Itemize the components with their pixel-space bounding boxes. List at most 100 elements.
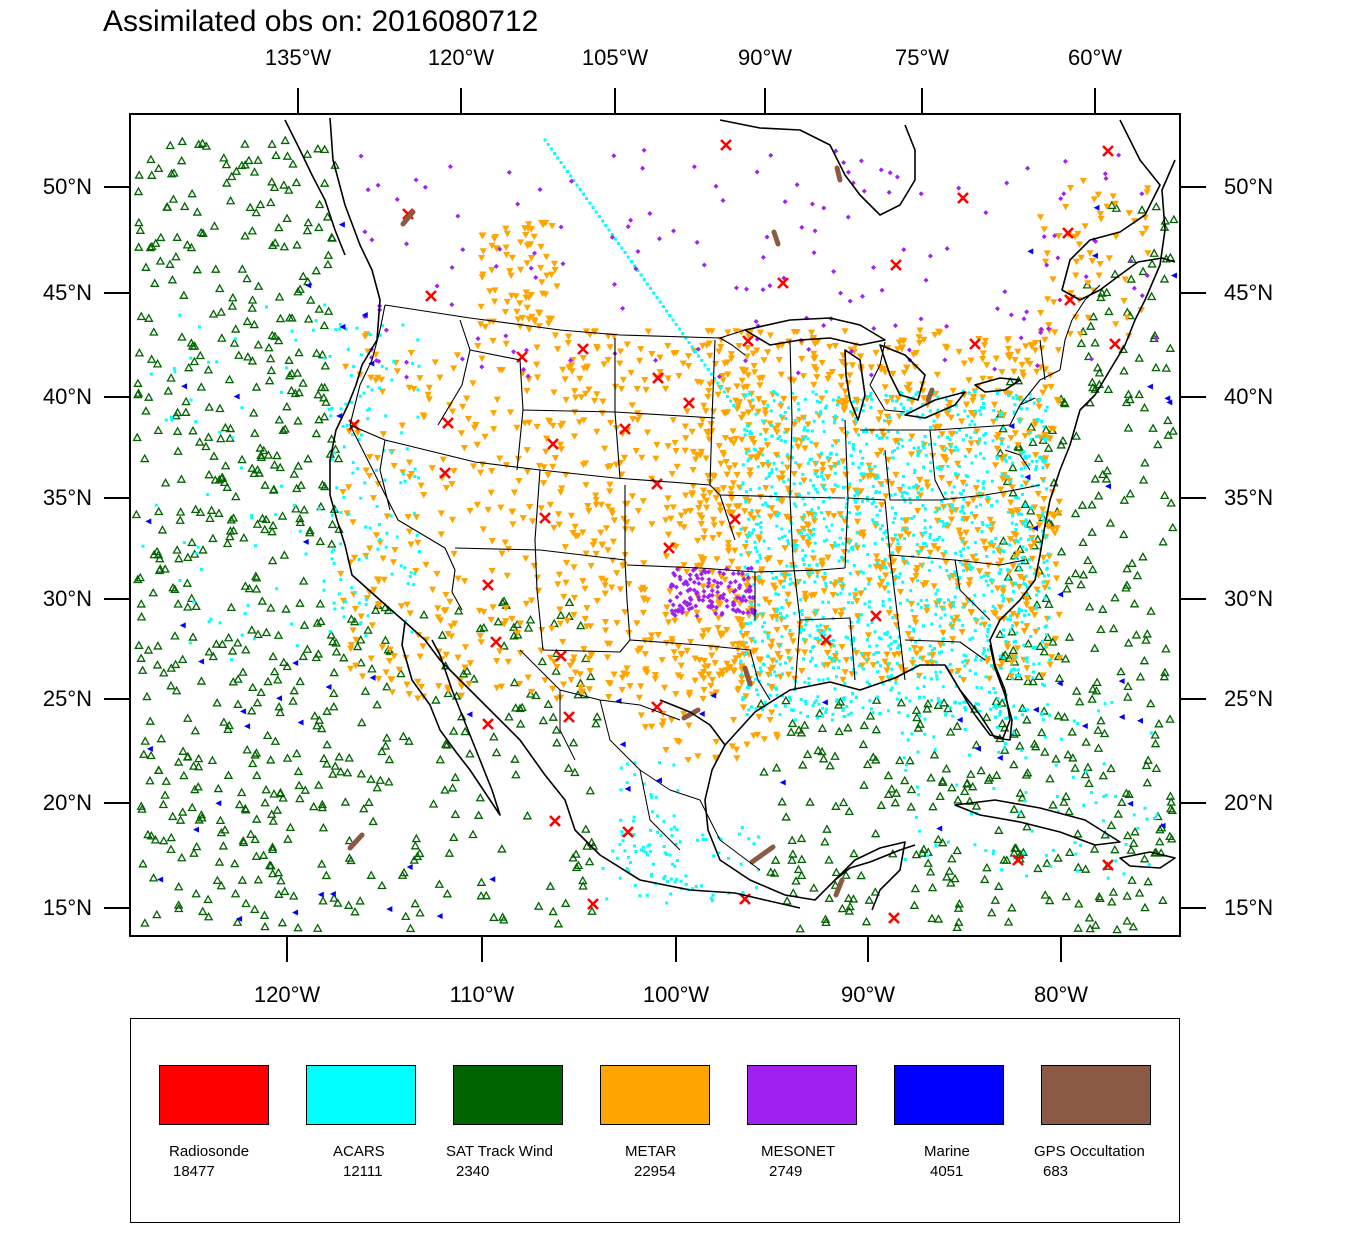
metar-marker — [516, 620, 524, 627]
acars-marker — [333, 451, 337, 455]
sat-wind-marker — [1087, 694, 1097, 703]
metar-marker — [852, 650, 860, 657]
acars-marker — [1006, 445, 1010, 449]
acars-marker — [1034, 607, 1038, 611]
left-lat-label: 50°N — [42, 174, 92, 199]
sat-wind-marker — [172, 545, 182, 554]
acars-marker — [1022, 559, 1026, 563]
acars-marker — [829, 580, 833, 584]
acars-marker — [1014, 673, 1018, 677]
acars-marker — [668, 314, 672, 317]
metar-marker — [497, 504, 505, 512]
acars-marker — [1018, 568, 1022, 572]
metar-marker — [748, 435, 756, 443]
acars-marker — [899, 402, 903, 406]
acars-marker — [674, 323, 678, 326]
sat-wind-marker — [1103, 384, 1114, 394]
mesonet-marker — [669, 608, 675, 614]
acars-marker — [661, 305, 665, 308]
sat-wind-marker — [194, 815, 204, 824]
metar-marker — [700, 669, 708, 676]
acars-marker — [935, 674, 939, 678]
metar-marker — [535, 323, 543, 330]
acars-marker — [231, 436, 235, 440]
mesonet-marker — [739, 571, 745, 577]
metar-marker — [768, 638, 776, 646]
sat-wind-marker — [241, 898, 251, 908]
metar-marker — [1019, 369, 1027, 377]
sat-wind-marker — [279, 241, 290, 251]
acars-marker — [967, 562, 971, 566]
acars-marker — [953, 595, 957, 599]
metar-marker — [881, 658, 889, 666]
sat-wind-marker — [193, 753, 204, 763]
metar-marker — [654, 632, 662, 639]
mesonet-marker — [1131, 285, 1137, 291]
acars-marker — [845, 502, 849, 506]
mesonet-marker — [1083, 274, 1089, 280]
metar-marker — [998, 369, 1006, 376]
top-lon-label: 60°W — [1067, 45, 1123, 70]
acars-marker — [1011, 461, 1015, 465]
metar-marker — [769, 657, 777, 665]
acars-marker — [851, 548, 855, 552]
acars-marker — [941, 538, 945, 542]
acars-marker — [403, 619, 407, 623]
acars-marker — [792, 611, 796, 615]
mesonet-marker — [860, 293, 866, 299]
sat-wind-marker — [154, 565, 165, 575]
metar-marker — [398, 422, 406, 429]
metar-marker — [604, 503, 612, 511]
acars-marker — [746, 685, 750, 689]
metar-marker — [723, 660, 731, 668]
sat-wind-marker — [549, 618, 559, 628]
metar-marker — [512, 293, 520, 300]
metar-marker — [1072, 272, 1080, 279]
acars-marker — [842, 607, 846, 611]
metar-marker — [799, 535, 807, 542]
acars-marker — [896, 626, 900, 630]
sat-wind-marker — [339, 653, 349, 662]
acars-marker — [922, 695, 926, 699]
acars-marker — [903, 490, 907, 494]
acars-marker — [933, 647, 937, 651]
acars-marker — [824, 584, 828, 588]
metar-marker — [342, 363, 350, 371]
acars-marker — [984, 579, 988, 583]
metar-marker — [716, 502, 724, 509]
acars-marker — [357, 438, 361, 442]
metar-marker — [858, 662, 866, 670]
metar-marker — [616, 586, 625, 593]
acars-marker — [882, 565, 886, 569]
sat-wind-marker — [274, 701, 284, 711]
metar-marker — [1079, 177, 1087, 185]
acars-marker — [794, 504, 798, 508]
metar-marker — [771, 510, 780, 518]
mesonet-marker — [726, 584, 732, 590]
metar-marker — [943, 345, 951, 352]
acars-marker — [860, 499, 864, 503]
metar-marker — [804, 539, 812, 546]
acars-marker — [897, 711, 901, 715]
sat-wind-marker — [1165, 714, 1175, 723]
sat-wind-marker — [1117, 797, 1127, 806]
metar-marker — [894, 395, 902, 402]
acars-marker — [401, 323, 405, 327]
metar-marker — [738, 663, 746, 670]
acars-marker — [761, 662, 765, 666]
acars-marker — [581, 192, 585, 196]
sat-wind-marker — [1165, 343, 1175, 352]
acars-marker — [879, 664, 883, 668]
acars-marker — [412, 583, 416, 587]
metar-marker — [356, 371, 364, 379]
sat-wind-marker — [315, 599, 325, 608]
sat-wind-marker — [302, 644, 313, 653]
sat-wind-marker — [1159, 274, 1170, 283]
acars-marker — [330, 513, 334, 517]
acars-marker — [891, 616, 895, 620]
acars-marker — [837, 659, 841, 663]
acars-marker — [1034, 604, 1038, 608]
acars-marker — [969, 568, 973, 572]
sat-wind-marker — [1022, 767, 1033, 777]
metar-marker — [694, 753, 702, 760]
